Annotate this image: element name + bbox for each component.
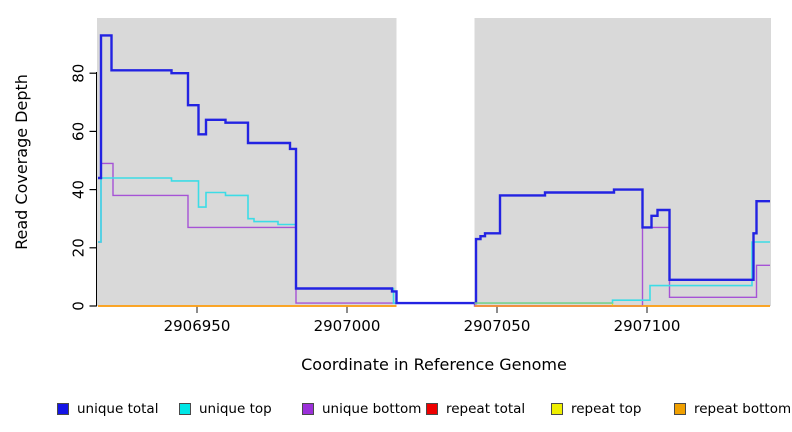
coverage-chart: 0 20 40 60 80 2906950 2907000 2907050 2907100 Co…: [12, 18, 771, 374]
legend-label: unique top: [199, 401, 272, 417]
legend-label: unique bottom: [322, 401, 422, 417]
x-axis-title: Coordinate in Reference Genome: [301, 355, 567, 374]
legend-swatch-icon: [57, 403, 69, 415]
legend-item-unique-bottom: unique bottom: [302, 400, 421, 418]
legend-label: repeat bottom: [694, 401, 792, 417]
y-tick-label: 40: [70, 180, 88, 199]
legend-item-repeat-bottom: repeat bottom: [674, 400, 791, 418]
legend-label: repeat top: [571, 401, 642, 417]
x-tick-label: 2907100: [614, 317, 681, 335]
x-tick-label: 2907000: [314, 317, 381, 335]
masked-region: [396, 18, 475, 306]
legend-item-unique-total: unique total: [57, 400, 158, 418]
y-tick-label: 80: [70, 64, 88, 83]
legend-swatch-icon: [426, 403, 438, 415]
series-unique-bottom: [98, 162, 770, 307]
legend-swatch-icon: [674, 403, 686, 415]
legend-swatch-icon: [551, 403, 563, 415]
legend-item-repeat-top: repeat top: [551, 400, 641, 418]
legend-label: unique total: [77, 401, 159, 417]
legend-item-unique-top: unique top: [179, 400, 272, 418]
legend-label: repeat total: [446, 401, 526, 417]
legend-item-repeat-total: repeat total: [426, 400, 525, 418]
legend-swatch-icon: [179, 403, 191, 415]
legend: unique total unique top unique bottom repea…: [0, 400, 792, 422]
legend-swatch-icon: [302, 403, 314, 415]
y-tick-label: 0: [70, 301, 88, 311]
y-tick-label: 20: [70, 238, 88, 257]
y-axis-title: Read Coverage Depth: [12, 74, 31, 250]
plot-area: 0 20 40 60 80 2906950 2907000 2907050 2907100: [70, 18, 771, 335]
x-tick-label: 2907050: [464, 317, 531, 335]
y-tick-label: 60: [70, 122, 88, 141]
x-tick-label: 2906950: [164, 317, 231, 335]
